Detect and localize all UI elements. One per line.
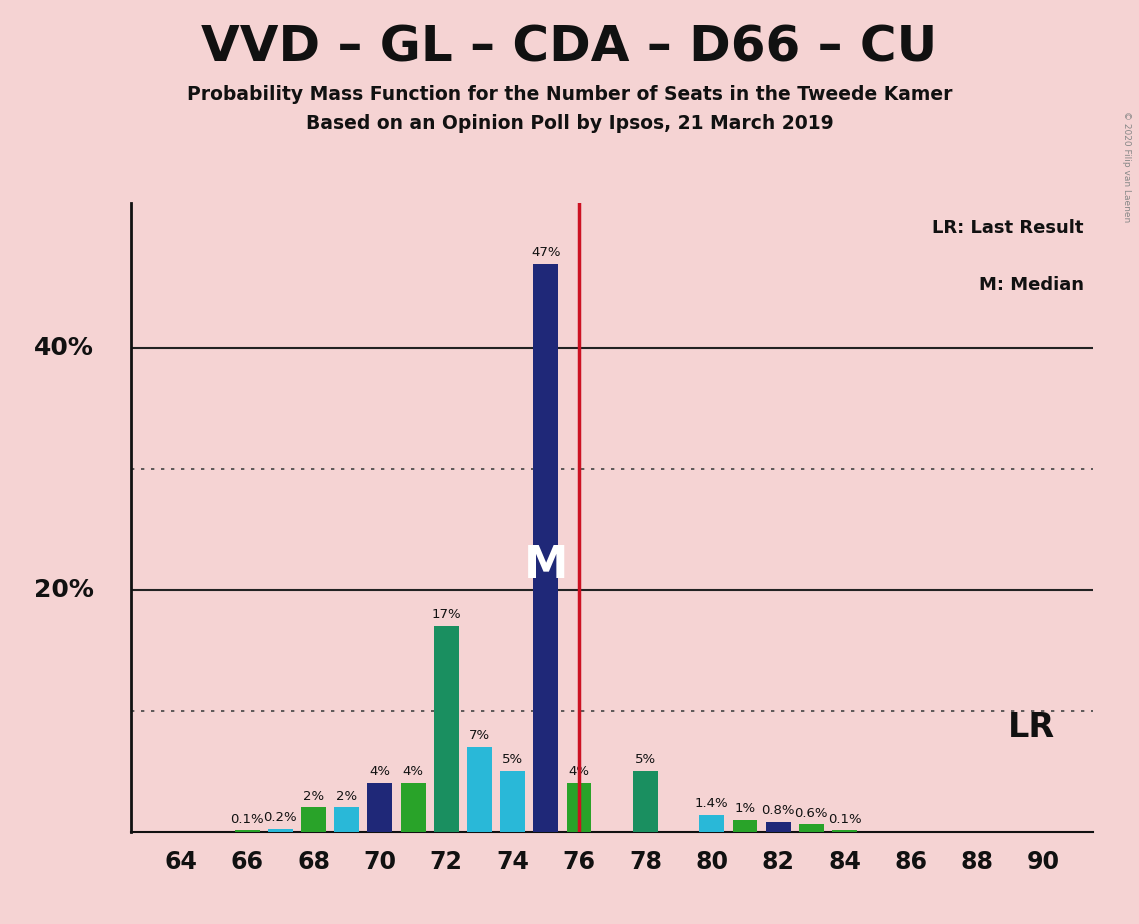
Text: M: M <box>524 544 568 588</box>
Text: 4%: 4% <box>369 765 391 778</box>
Text: 1%: 1% <box>735 802 755 815</box>
Text: 0.2%: 0.2% <box>263 811 297 824</box>
Text: 40%: 40% <box>34 336 93 360</box>
Bar <box>334 808 359 832</box>
Text: M: Median: M: Median <box>978 275 1084 294</box>
Bar <box>467 747 492 832</box>
Bar <box>368 784 392 832</box>
Bar <box>732 820 757 832</box>
Text: 0.8%: 0.8% <box>761 804 795 817</box>
Bar <box>798 824 823 832</box>
Text: 17%: 17% <box>432 608 461 621</box>
Bar <box>500 772 525 832</box>
Bar <box>268 829 293 832</box>
Text: 4%: 4% <box>568 765 590 778</box>
Text: 2%: 2% <box>336 790 358 803</box>
Text: Probability Mass Function for the Number of Seats in the Tweede Kamer: Probability Mass Function for the Number… <box>187 85 952 104</box>
Text: VVD – GL – CDA – D66 – CU: VVD – GL – CDA – D66 – CU <box>202 23 937 71</box>
Bar <box>533 263 558 832</box>
Text: LR: Last Result: LR: Last Result <box>933 219 1084 237</box>
Bar <box>699 815 724 832</box>
Bar <box>566 784 591 832</box>
Text: 0.1%: 0.1% <box>230 812 264 825</box>
Text: 5%: 5% <box>634 753 656 766</box>
Bar <box>434 626 459 832</box>
Text: 2%: 2% <box>303 790 325 803</box>
Bar <box>235 831 260 832</box>
Bar <box>633 772 658 832</box>
Text: 4%: 4% <box>402 765 424 778</box>
Text: © 2020 Filip van Laenen: © 2020 Filip van Laenen <box>1122 111 1131 222</box>
Bar <box>401 784 426 832</box>
Bar <box>765 822 790 832</box>
Text: Based on an Opinion Poll by Ipsos, 21 March 2019: Based on an Opinion Poll by Ipsos, 21 Ma… <box>305 114 834 133</box>
Text: 47%: 47% <box>531 246 560 259</box>
Text: 5%: 5% <box>502 753 523 766</box>
Bar <box>833 831 857 832</box>
Text: 1.4%: 1.4% <box>695 796 729 809</box>
Text: 0.6%: 0.6% <box>795 807 828 820</box>
Bar <box>301 808 326 832</box>
Text: 0.1%: 0.1% <box>828 812 861 825</box>
Text: LR: LR <box>1008 711 1055 744</box>
Text: 7%: 7% <box>469 729 490 742</box>
Text: 20%: 20% <box>34 578 93 602</box>
